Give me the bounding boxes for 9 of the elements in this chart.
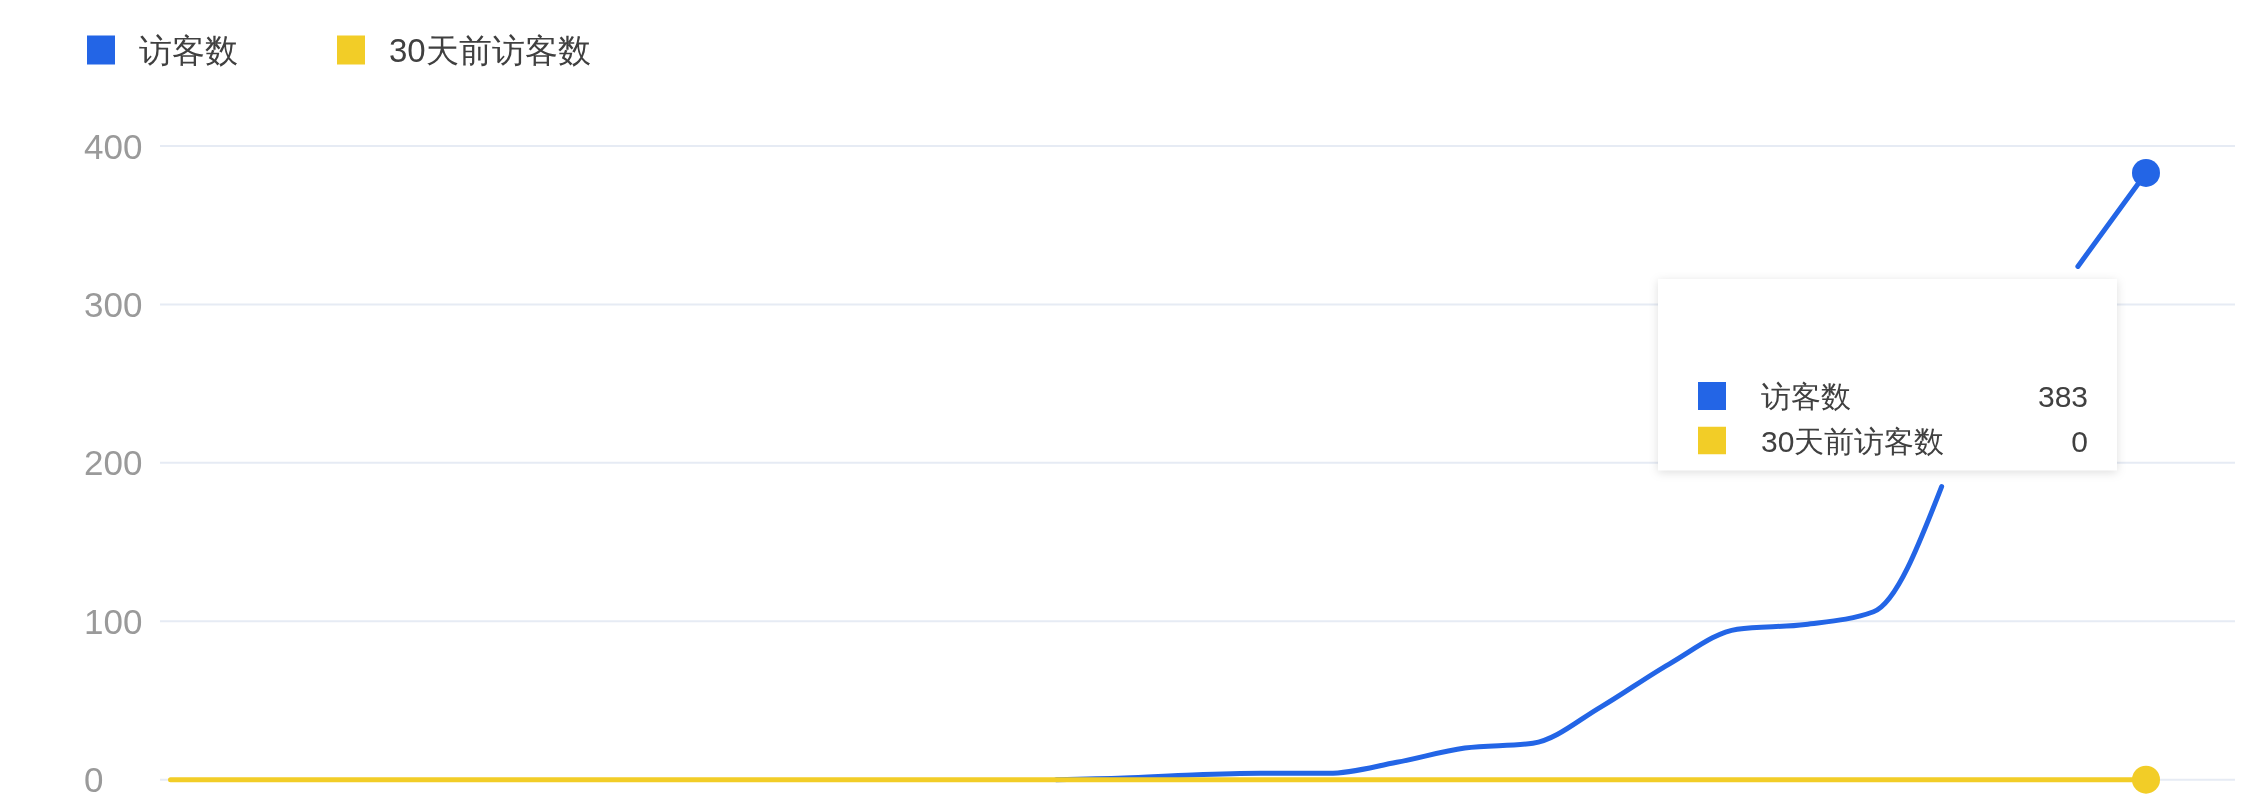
y-tick-label: 0 (84, 760, 104, 800)
text: 访客数 383 (1761, 379, 2088, 413)
y-tick-label: 400 (84, 126, 143, 166)
legend-label: 30天前访客数 (389, 31, 591, 69)
y-tick-label: 200 (84, 443, 143, 483)
y-tick-label: 100 (84, 601, 143, 641)
legend-label: 访客数 (139, 31, 238, 69)
y-tick-label: 300 (84, 284, 143, 324)
text: 30天前访客数 0 (1761, 424, 2088, 457)
